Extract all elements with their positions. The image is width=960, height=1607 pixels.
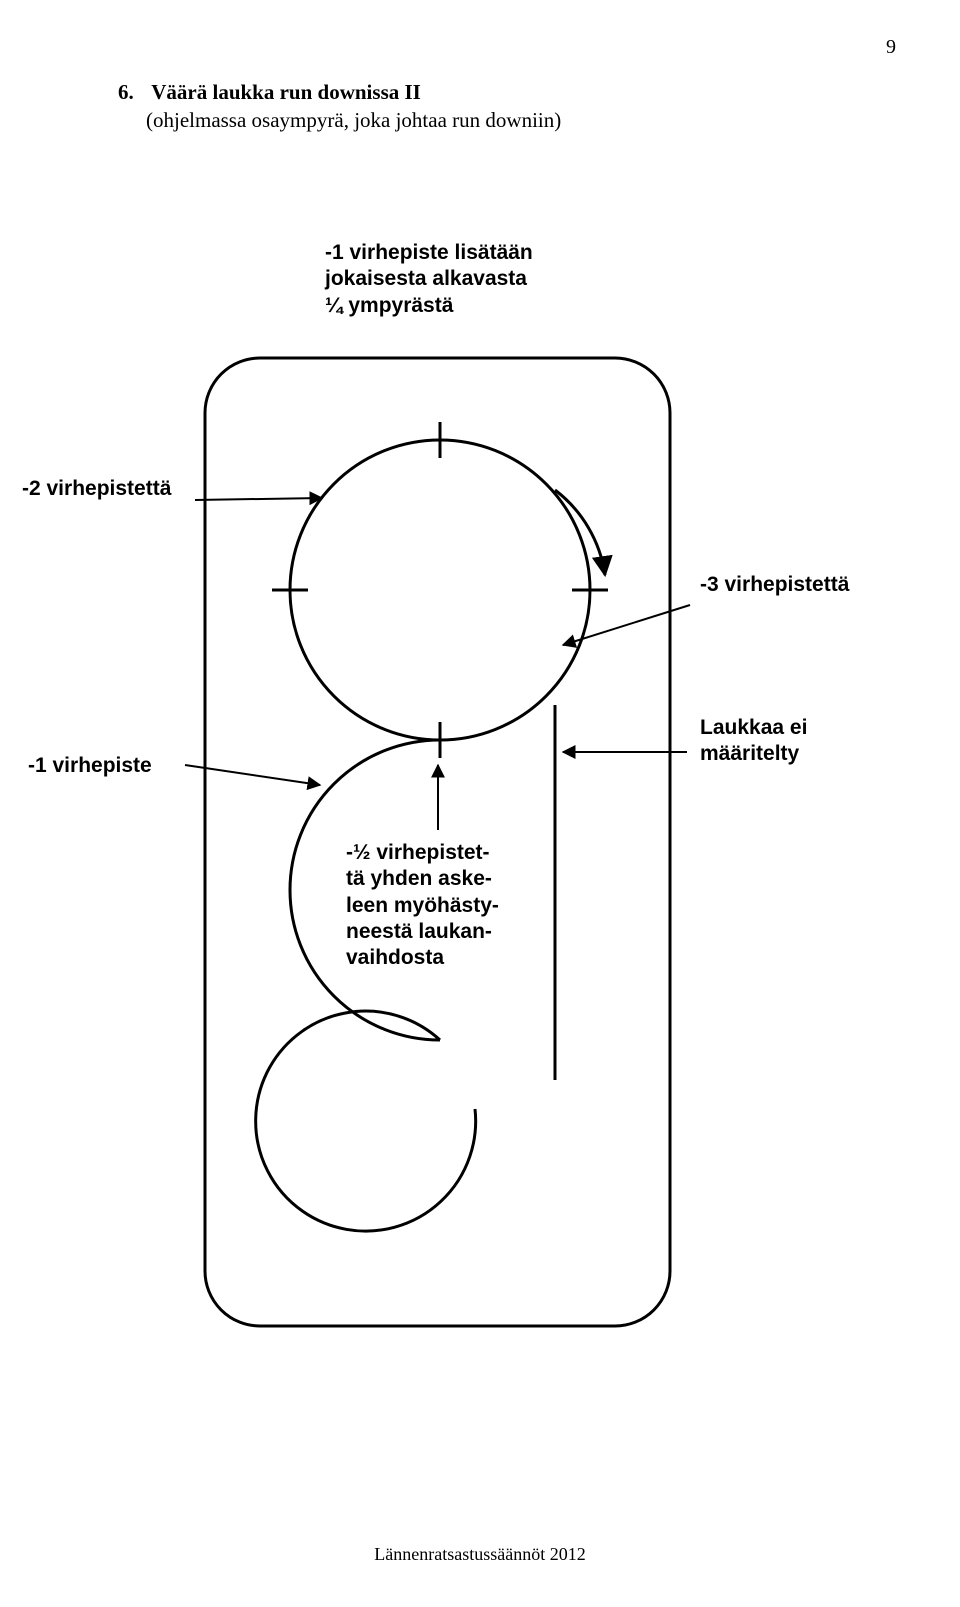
heading-subtitle: (ohjelmassa osaympyrä, joka johtaa run d…: [146, 106, 818, 134]
top-circle: [290, 440, 590, 740]
label-center-low-l1: -½ virhepistet-: [346, 841, 490, 864]
label-right-low-l1: Laukkaa ei: [700, 716, 807, 739]
label-left-top: -2 virhepistettä: [22, 476, 171, 502]
heading-number: 6.: [118, 78, 146, 106]
arrow-left-top: [195, 498, 322, 500]
page-number: 9: [886, 36, 896, 59]
diagram-svg: [0, 160, 960, 1400]
heading-title: Väärä laukka run downissa II: [151, 80, 421, 104]
label-center-low-l4: neestä laukan-: [346, 920, 492, 943]
label-center-low: -½ virhepistet- tä yhden aske- leen myöh…: [346, 840, 499, 971]
diagram: -1 virhepiste lisätään jokaisesta alkava…: [0, 160, 960, 1400]
page: 9 6. Väärä laukka run downissa II (ohjel…: [0, 0, 960, 1607]
quarter-ticks: [272, 422, 608, 590]
label-center-low-l3: leen myöhästy-: [346, 894, 499, 917]
label-right-low-l2: määritelty: [700, 742, 799, 765]
label-top-note: -1 virhepiste lisätään jokaisesta alkava…: [325, 240, 533, 319]
label-top-note-l1: -1 virhepiste lisätään: [325, 241, 533, 264]
spiral-tail: [256, 1011, 476, 1231]
label-top-note-l2: jokaisesta alkavasta: [325, 267, 527, 290]
heading: 6. Väärä laukka run downissa II (ohjelma…: [118, 78, 818, 135]
label-right-low: Laukkaa ei määritelty: [700, 715, 807, 768]
footer: Lännenratsastussäännöt 2012: [0, 1544, 960, 1565]
label-right-mid: -3 virhepistettä: [700, 572, 849, 598]
label-top-note-l3: ¼ ympyrästä: [325, 294, 453, 317]
label-center-low-l2: tä yhden aske-: [346, 867, 492, 890]
label-center-low-l5: vaihdosta: [346, 946, 444, 969]
label-left-low: -1 virhepiste: [28, 753, 152, 779]
